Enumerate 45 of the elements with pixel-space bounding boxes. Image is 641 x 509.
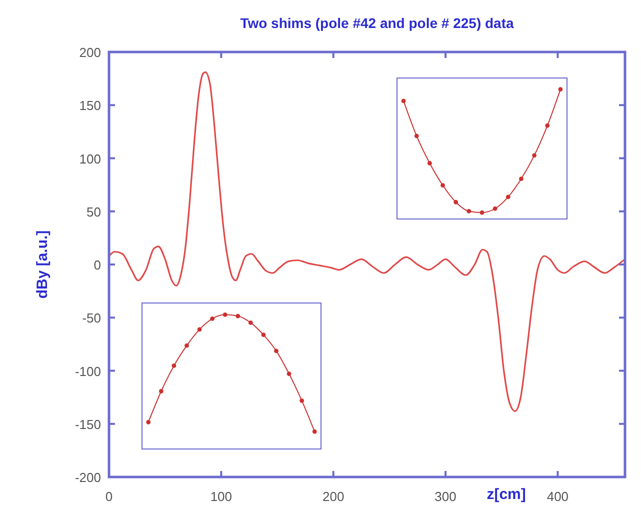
- point: [454, 200, 458, 204]
- point: [414, 134, 419, 138]
- y-tick-label: 50: [86, 204, 101, 220]
- y-tick-label: -50: [82, 310, 101, 326]
- y-tick-label: -200: [74, 470, 101, 485]
- point: [210, 316, 215, 321]
- y-tick-label: -100: [74, 364, 101, 379]
- point: [146, 420, 151, 424]
- line-series: [108, 71, 626, 412]
- point: [184, 343, 189, 348]
- point: [300, 398, 304, 403]
- point: [519, 176, 524, 181]
- point: [427, 161, 432, 166]
- x-tick-label: 400: [546, 489, 569, 504]
- x-tick-label: 0: [105, 489, 113, 504]
- x-tick-label: 100: [210, 489, 232, 504]
- y-tick-label: -150: [74, 416, 101, 432]
- x-tick-label: 300: [434, 489, 456, 504]
- y-tick-label: 0: [94, 258, 101, 272]
- point: [558, 87, 563, 92]
- point: [197, 327, 202, 332]
- point: [222, 312, 228, 317]
- point: [545, 123, 550, 128]
- x-tick-label: 200: [322, 489, 344, 504]
- point: [532, 153, 537, 158]
- point: [466, 209, 472, 214]
- point: [401, 98, 406, 104]
- point: [158, 389, 164, 394]
- point: [312, 429, 317, 434]
- point: [480, 210, 484, 215]
- point: [172, 364, 176, 368]
- point: [286, 372, 292, 376]
- y-tick-label: 100: [79, 151, 101, 166]
- point: [440, 183, 445, 188]
- x-axis-title: z[cm]: [486, 486, 526, 503]
- point: [261, 332, 266, 338]
- y-axis-title: dBy [a.u.]: [34, 230, 51, 299]
- point: [236, 314, 240, 318]
- point: [274, 348, 278, 354]
- y-tick-label: 150: [79, 98, 101, 114]
- point: [492, 206, 498, 211]
- point: [506, 194, 510, 200]
- point: [248, 320, 253, 325]
- y-tick-label: 200: [79, 45, 101, 60]
- chart-title: Two shims (pole #42 and pole # 225) data: [240, 15, 514, 31]
